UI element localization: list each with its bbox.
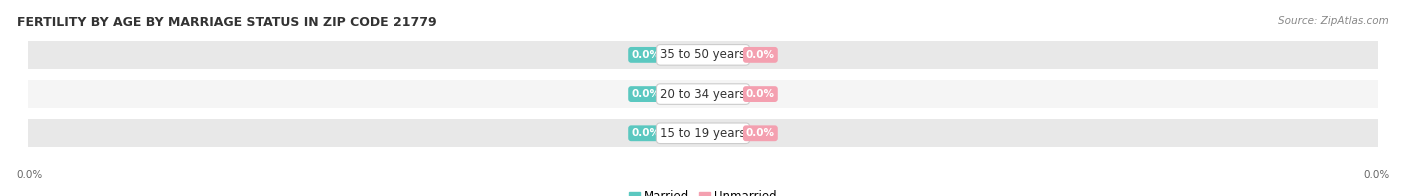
Text: 0.0%: 0.0% [17,170,44,180]
Text: Source: ZipAtlas.com: Source: ZipAtlas.com [1278,16,1389,26]
Text: FERTILITY BY AGE BY MARRIAGE STATUS IN ZIP CODE 21779: FERTILITY BY AGE BY MARRIAGE STATUS IN Z… [17,16,436,29]
Legend: Married, Unmarried: Married, Unmarried [624,186,782,196]
Text: 0.0%: 0.0% [631,50,661,60]
Text: 20 to 34 years: 20 to 34 years [661,88,745,101]
Text: 0.0%: 0.0% [631,89,661,99]
Text: 0.0%: 0.0% [631,128,661,138]
Text: 35 to 50 years: 35 to 50 years [661,48,745,61]
Text: 15 to 19 years: 15 to 19 years [661,127,745,140]
Bar [28,41,1378,69]
Text: 0.0%: 0.0% [745,50,775,60]
Bar [28,80,1378,108]
Bar [28,119,1378,147]
Text: 0.0%: 0.0% [745,128,775,138]
Text: 0.0%: 0.0% [745,89,775,99]
Text: 0.0%: 0.0% [1362,170,1389,180]
